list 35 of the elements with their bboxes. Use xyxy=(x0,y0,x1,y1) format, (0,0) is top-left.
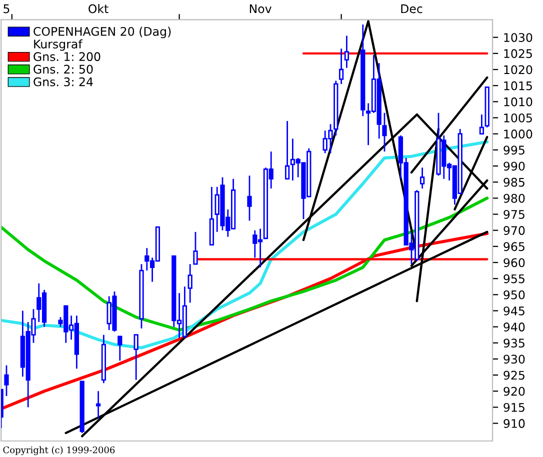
y-tick-label: 990 xyxy=(504,162,525,171)
y-tick-label: 920 xyxy=(504,386,525,396)
y-tick-label: 1030 xyxy=(504,33,532,42)
legend-title: Kursgraf xyxy=(34,39,83,51)
y-tick-label: 965 xyxy=(504,242,524,252)
y-tick-label: 960 xyxy=(504,258,525,268)
text: Copyright (c) 1999-2006 xyxy=(3,446,115,456)
legend-label: Gns. 3: 24 xyxy=(34,77,93,86)
legend-label: COPENHAGEN 20 (Dag) xyxy=(34,26,171,38)
x-tick-label: Okt xyxy=(88,4,108,14)
y-tick-label: 935 xyxy=(504,338,524,348)
y-tick-label: 995 xyxy=(504,146,524,155)
y-tick-label: 985 xyxy=(504,178,524,187)
y-tick-label: 1020 xyxy=(504,65,532,74)
y-tick-label: 1000 xyxy=(504,130,532,138)
y-tick-label: 945 xyxy=(504,306,524,316)
y-tick-label: 955 xyxy=(504,274,524,284)
y-tick-label: 910 xyxy=(504,419,525,428)
y-tick-label: 1025 xyxy=(504,49,532,58)
y-tick-label: 940 xyxy=(504,322,525,332)
y-tick-label: 930 xyxy=(504,354,525,364)
y-tick-label: 1010 xyxy=(504,97,532,106)
y-tick-label: 1005 xyxy=(504,113,532,122)
y-tick-label: 980 xyxy=(504,194,525,203)
x-tick-label: Dec xyxy=(401,4,422,14)
x-tick-label: 5 xyxy=(4,4,10,14)
legend-label: Gns. 1: 200 xyxy=(34,52,100,62)
y-tick-label: 915 xyxy=(504,402,524,412)
x-tick-label: Nov xyxy=(250,4,272,14)
y-tick-label: 975 xyxy=(504,210,524,219)
legend-label: Gns. 2: 50 xyxy=(34,64,93,74)
y-tick-label: 1015 xyxy=(504,81,532,90)
y-tick-label: 970 xyxy=(504,226,525,235)
y-tick-label: 950 xyxy=(504,290,525,300)
y-tick-label: 925 xyxy=(504,370,524,380)
